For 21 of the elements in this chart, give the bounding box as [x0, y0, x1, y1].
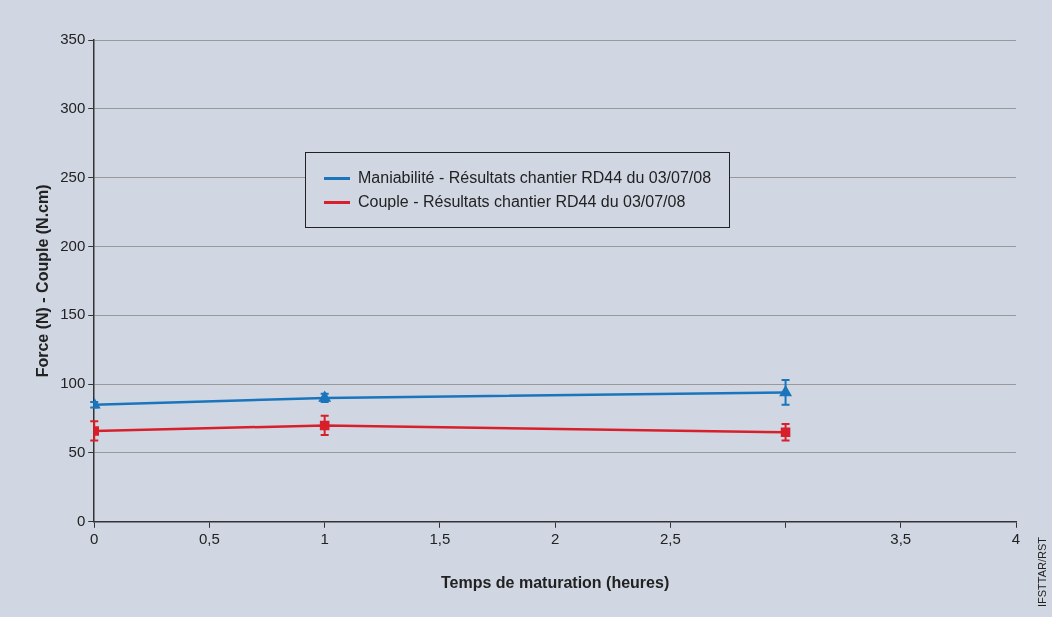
y-axis-title: Force (N) - Couple (N.cm) — [34, 184, 52, 378]
y-tick-label: 300 — [60, 98, 86, 116]
x-tick-label: 2 — [550, 529, 560, 547]
x-tick-label: 0,5 — [199, 529, 220, 547]
y-tick-label: 200 — [60, 236, 86, 254]
y-tick-label: 100 — [60, 374, 86, 392]
x-tick-label: 2,5 — [659, 529, 681, 547]
y-tick-label: 250 — [60, 167, 86, 185]
x-tick-label: 3,5 — [890, 529, 912, 547]
x-tick-label: 1,5 — [429, 529, 451, 547]
text: IFSTTAR/RST — [1036, 536, 1048, 607]
x-tick-label: 1 — [320, 529, 329, 547]
y-tick-label: 50 — [68, 443, 86, 461]
legend-label: Maniabilité - Résultats chantier RD44 du 03/07/08 — [358, 169, 712, 187]
y-tick-label: 350 — [60, 30, 86, 48]
legend-label: Couple - Résultats chantier RD44 du 03/07/08 — [358, 193, 686, 211]
x-axis-title: Temps de maturation (heures) — [441, 573, 670, 591]
x-tick-label: 0 — [90, 529, 99, 547]
x-tick-label: 4 — [1011, 529, 1021, 547]
y-tick-label: 0 — [76, 511, 86, 529]
y-tick-label: 150 — [60, 305, 86, 323]
